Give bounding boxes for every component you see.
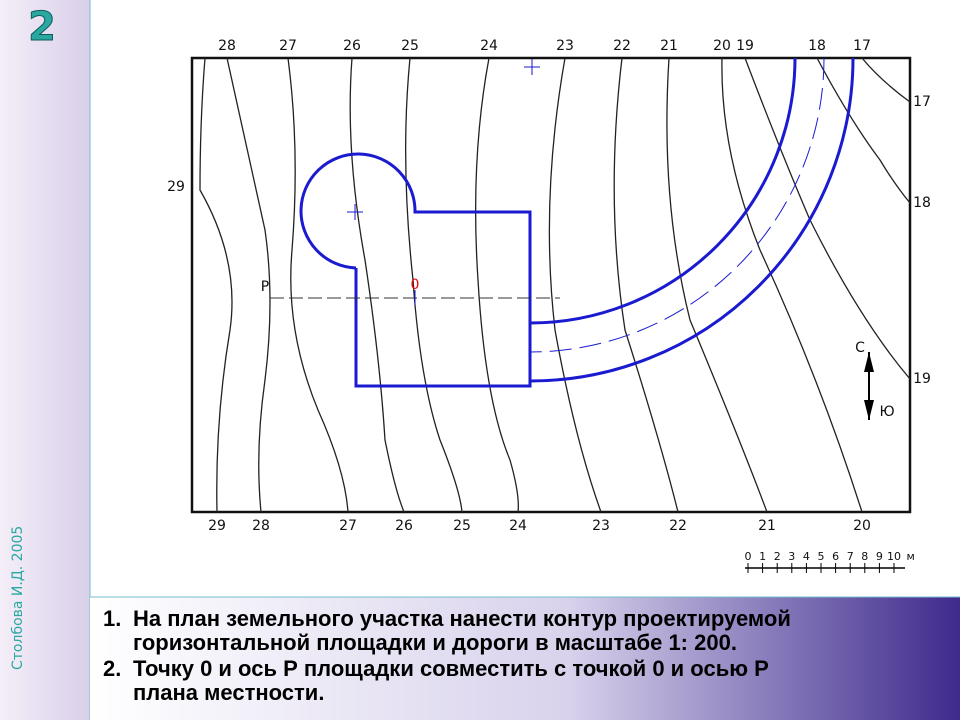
contour-label: 20: [853, 518, 871, 534]
axis-label: P: [261, 279, 269, 295]
contour: [199, 58, 233, 512]
contour: [287, 58, 349, 512]
cross-marks: [347, 59, 540, 305]
south-label: Ю: [879, 404, 894, 420]
contour-label: 28: [218, 38, 236, 54]
scale-label: 7: [847, 550, 854, 563]
north-arrow-head: [864, 352, 874, 420]
slide-number: 2: [28, 4, 56, 50]
contour-label: 22: [669, 518, 687, 534]
road-centerline: [529, 58, 825, 353]
site-contour: [299, 152, 532, 388]
contour: [405, 58, 463, 512]
plan-frame: [190, 56, 912, 514]
road: [529, 58, 855, 383]
contour-label: 18: [913, 195, 931, 211]
contour-label: 20: [713, 38, 731, 54]
contour-label: 29: [208, 518, 226, 534]
scale-label: 5: [818, 550, 825, 563]
contour-label: 19: [913, 371, 931, 387]
contour-label: 18: [808, 38, 826, 54]
contour-label: 23: [592, 518, 610, 534]
instruction-line: плана местности.: [133, 680, 324, 705]
scale-label: 9: [876, 550, 883, 563]
scale-label: 0: [745, 550, 752, 563]
contour-label: 25: [401, 38, 419, 54]
contour: [475, 58, 519, 512]
author: Столбова И.Д. 2005: [10, 526, 26, 670]
scale-label: 10: [887, 550, 901, 563]
contour: [349, 58, 405, 512]
contour-label: 24: [509, 518, 527, 534]
contour-label: 26: [343, 38, 361, 54]
scale-unit: м: [906, 550, 914, 563]
point-label: 0: [411, 277, 420, 293]
contour-label: 28: [252, 518, 270, 534]
contour: [816, 58, 910, 204]
contour-label: 21: [758, 518, 776, 534]
scale-label: 3: [788, 550, 795, 563]
contour-label: 27: [279, 38, 297, 54]
sidebar: [0, 0, 90, 720]
contour-label: 17: [853, 38, 871, 54]
left-label: 29: [167, 179, 185, 195]
contour-label: 26: [395, 518, 413, 534]
instruction-number: 1.: [103, 606, 121, 631]
contour: [666, 58, 768, 512]
contour-label: 19: [736, 38, 754, 54]
contour: [721, 58, 863, 512]
contour-label: 22: [613, 38, 631, 54]
road-inner-edge: [529, 58, 797, 325]
contour-label: 21: [660, 38, 678, 54]
scale-label: 4: [803, 550, 810, 563]
contour: [226, 58, 271, 512]
instruction-line: Точку 0 и ось Р площадки совместить с то…: [133, 656, 769, 681]
contour-label: 25: [453, 518, 471, 534]
scale-label: 2: [774, 550, 781, 563]
scale-label: 1: [759, 550, 766, 563]
instruction-number: 2.: [103, 656, 121, 681]
instruction-band: [90, 597, 960, 720]
north-label: С: [855, 340, 865, 356]
contour-label: 17: [913, 94, 931, 110]
contour-label: 24: [480, 38, 498, 54]
contour-label: 27: [339, 518, 357, 534]
contour-label: 23: [556, 38, 574, 54]
road-outer-edge: [529, 58, 855, 383]
scale-label: 8: [861, 550, 868, 563]
scale-label: 6: [832, 550, 839, 563]
contour: [861, 58, 910, 103]
contour: [613, 58, 679, 512]
instruction-line: На план земельного участка нанести конту…: [133, 606, 791, 631]
instruction-line: горизонтальной площадки и дороги в масшт…: [133, 630, 737, 655]
